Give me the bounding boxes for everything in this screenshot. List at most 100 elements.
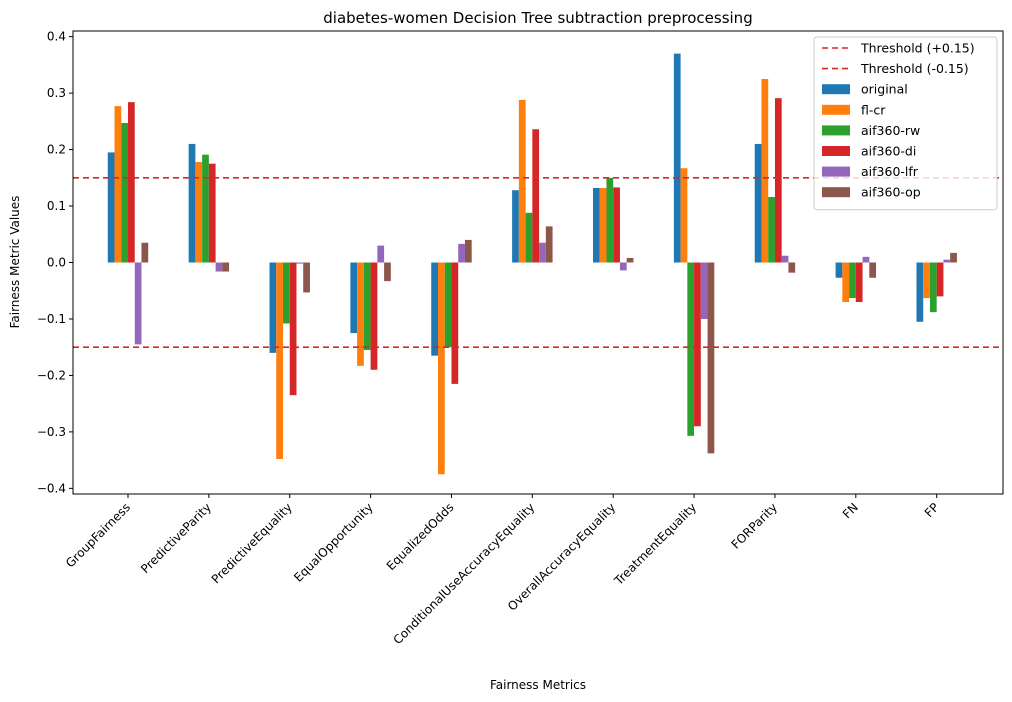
- bar: [464, 239, 472, 263]
- bar: [788, 262, 796, 273]
- bar: [606, 177, 614, 263]
- bar: [269, 262, 277, 353]
- bar: [694, 262, 701, 427]
- bar: [289, 262, 297, 396]
- bar: [141, 242, 149, 263]
- x-tick-label: EqualOpportunity: [291, 500, 376, 585]
- bar: [774, 98, 782, 263]
- bar: [869, 262, 877, 278]
- x-axis: GroupFairness PredictiveParityPredictiveE…: [63, 494, 942, 647]
- y-tick-label: −0.2: [37, 368, 66, 382]
- legend-label: fl-cr: [861, 102, 886, 117]
- y-tick-label: −0.4: [37, 481, 66, 495]
- x-axis-label: Fairness Metrics: [490, 678, 586, 692]
- series-fl-cr: [114, 78, 930, 475]
- bar: [215, 262, 223, 272]
- bar: [929, 262, 937, 313]
- x-tick-label: FN: [840, 500, 861, 521]
- series-aif360-lfr: [134, 242, 951, 345]
- bar: [619, 262, 627, 271]
- chart-title: diabetes-women Decision Tree subtraction…: [323, 9, 752, 27]
- legend-label: aif360-lfr: [861, 164, 919, 179]
- bar: [296, 262, 304, 264]
- bar: [107, 152, 115, 263]
- legend-swatch: [822, 166, 850, 177]
- bar: [700, 262, 708, 319]
- bar: [377, 245, 385, 263]
- legend-swatch: [822, 84, 850, 95]
- x-tick-label: ConditionalUseAccuracyEquality: [391, 500, 538, 647]
- bar: [842, 262, 850, 303]
- x-tick-label: EqualizedOdds: [384, 500, 457, 573]
- legend-label: Threshold (+0.15): [860, 41, 975, 56]
- bar: [282, 262, 290, 324]
- bar: [303, 262, 310, 293]
- bar: [195, 162, 203, 263]
- bar: [114, 106, 122, 263]
- y-tick-label: −0.1: [37, 312, 66, 326]
- bar: [849, 262, 856, 299]
- bar: [431, 262, 438, 356]
- bar: [276, 262, 283, 459]
- bar: [512, 190, 519, 263]
- legend-box: [813, 36, 998, 211]
- bar: [202, 154, 209, 263]
- legend-swatch: [822, 146, 850, 156]
- bar: [539, 242, 546, 263]
- bar: [208, 163, 216, 263]
- bar: [862, 256, 870, 263]
- bar: [835, 262, 843, 278]
- bar: [384, 262, 391, 282]
- series-aif360-op: [141, 226, 957, 454]
- bar: [626, 257, 634, 263]
- bar: [518, 99, 526, 263]
- x-tick-label: GroupFairness: [63, 500, 133, 570]
- y-tick-label: 0.0: [47, 256, 66, 270]
- bar: [363, 262, 371, 351]
- bar: [687, 262, 695, 436]
- x-tick-label: PredictiveEquality: [209, 500, 295, 586]
- y-tick-label: 0.2: [47, 143, 66, 157]
- y-axis: 0.4 0.3 0.2 0.1 0.0 −0.1 −0.2 −0.3 −0.4: [37, 30, 73, 495]
- legend: Threshold (+0.15) Threshold (-0.15) origin…: [813, 36, 998, 211]
- bar: [134, 262, 142, 345]
- series-aif360-di: [127, 98, 944, 427]
- legend-swatch: [822, 104, 850, 115]
- legend-swatch: [822, 187, 850, 198]
- bar: [592, 187, 600, 263]
- legend-label: aif360-rw: [861, 123, 920, 138]
- bar: [754, 143, 762, 263]
- bar: [127, 102, 135, 263]
- bar: [943, 259, 951, 263]
- bar: [855, 262, 863, 303]
- bar: [444, 262, 452, 348]
- bar: [357, 262, 364, 366]
- bar: [923, 262, 930, 299]
- bar: [950, 252, 957, 263]
- y-axis-label: Fairness Metric Values: [8, 196, 22, 329]
- legend-label: aif360-op: [861, 185, 921, 200]
- bars-layer: [107, 53, 957, 475]
- series-original: [107, 53, 924, 356]
- bar: [545, 226, 553, 263]
- x-tick-label: TreatmentEquality: [611, 500, 699, 588]
- bar: [370, 262, 378, 370]
- x-tick-label: PredictiveParity: [138, 500, 214, 576]
- bar: [936, 262, 944, 297]
- legend-label: original: [861, 82, 908, 97]
- y-tick-label: 0.4: [47, 30, 66, 44]
- y-tick-label: 0.1: [47, 199, 66, 213]
- bar: [781, 255, 789, 263]
- legend-swatch: [822, 125, 850, 136]
- bar: [451, 262, 459, 384]
- series-aif360-rw: [121, 123, 937, 436]
- bar: [599, 187, 607, 263]
- bar: [916, 262, 924, 322]
- bar: [613, 187, 620, 263]
- legend-label: Threshold (-0.15): [860, 61, 969, 76]
- bar: [532, 129, 540, 263]
- bar: [437, 262, 445, 475]
- y-tick-label: 0.3: [47, 86, 66, 100]
